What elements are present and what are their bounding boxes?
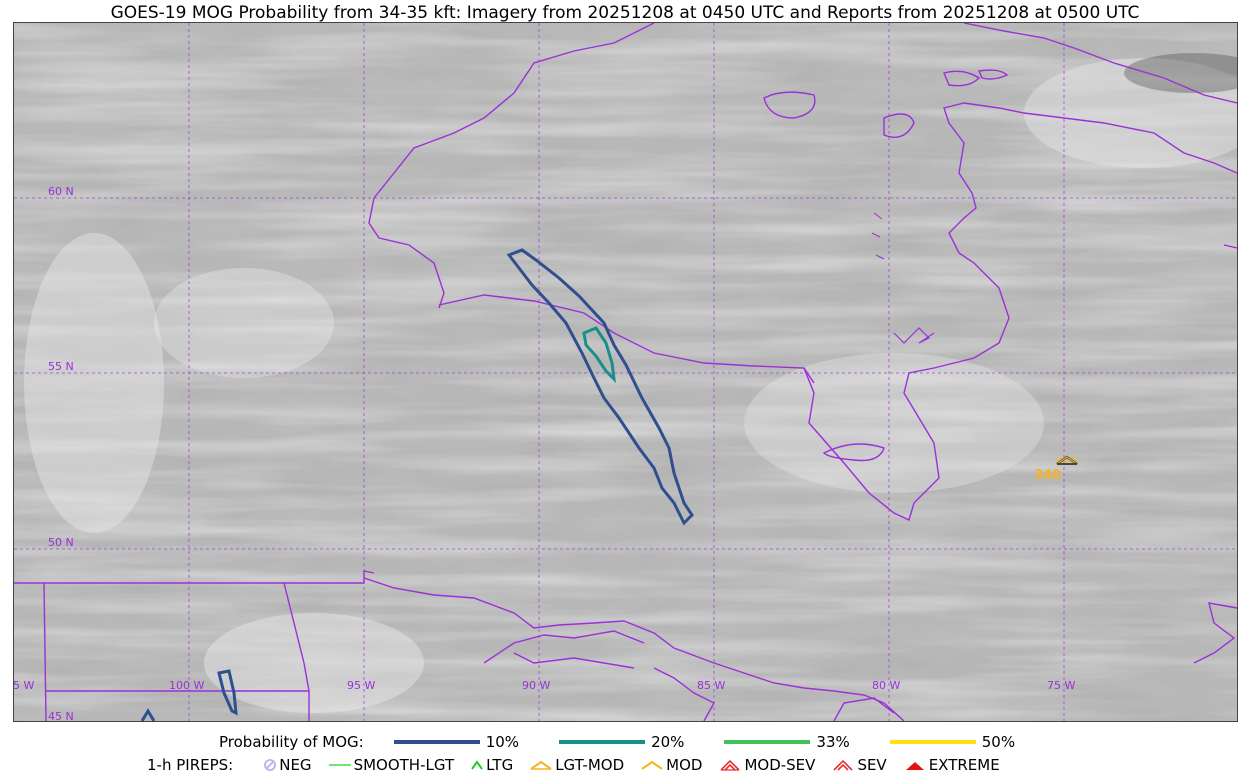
- map-title: GOES-19 MOG Probability from 34-35 kft: …: [110, 3, 1140, 23]
- pirep-report-marker[interactable]: 340: [1034, 455, 1078, 483]
- pirep-label-smooth-lgt: SMOOTH-LGT: [353, 756, 455, 774]
- contour-10-percent-sw: [217, 669, 238, 716]
- lon-label-85: 85 W: [697, 679, 725, 692]
- lat-label-60: 60 N: [48, 185, 74, 198]
- lon-label-100: 100 W: [169, 679, 204, 692]
- lon-label-105: 105 W: [14, 679, 34, 692]
- pirep-legend-ltg: LTG: [470, 756, 513, 774]
- contour-10-percent-main: [506, 248, 694, 526]
- pirep-label-ltg: LTG: [486, 756, 514, 774]
- mog-legend: Probability of MOG: 10% 20% 33% 50%: [219, 731, 1055, 753]
- mod-caret-icon: [641, 760, 663, 770]
- mod-sev-icon: [720, 759, 741, 771]
- lat-label-50: 50 N: [48, 536, 74, 549]
- legend-swatch-50: [889, 740, 976, 744]
- satellite-imagery: [14, 23, 1237, 721]
- lat-lon-grid: [14, 23, 1237, 721]
- mog-legend-title: Probability of MOG:: [219, 733, 364, 751]
- pirep-legend-mod-sev: MOD-SEV: [718, 756, 815, 774]
- latitude-labels: 60 N 55 N 50 N 45 N: [48, 185, 74, 721]
- coastlines: [14, 23, 1237, 721]
- legend-label-10: 10%: [485, 733, 520, 751]
- ltg-caret-icon: [471, 760, 483, 770]
- pirep-label-mod: MOD: [666, 756, 703, 774]
- legend-swatch-10: [393, 740, 480, 744]
- pireps-legend-title: 1-h PIREPS:: [147, 756, 234, 774]
- pirep-label-neg: NEG: [279, 756, 312, 774]
- pirep-label-lgt-mod: LGT-MOD: [555, 756, 625, 774]
- pireps-legend: 1-h PIREPS: NEG SMOOTH-LGT LTG LGT-MOD M…: [147, 754, 1016, 776]
- lon-label-95: 95 W: [347, 679, 375, 692]
- legend-swatch-20: [559, 740, 646, 744]
- mog-probability-contours: [140, 248, 694, 721]
- sev-icon: [833, 759, 854, 771]
- lon-label-75: 75 W: [1047, 679, 1075, 692]
- longitude-labels: 105 W 100 W 95 W 90 W 85 W 80 W 75 W: [14, 679, 1075, 692]
- lat-label-55: 55 N: [48, 360, 74, 373]
- legend-swatch-33: [724, 740, 811, 744]
- legend-label-50: 50%: [981, 733, 1016, 751]
- pirep-legend-extreme: EXTREME: [903, 756, 1000, 774]
- lon-label-90: 90 W: [522, 679, 550, 692]
- pirep-legend-smooth-lgt: SMOOTH-LGT: [328, 756, 455, 774]
- lat-label-45: 45 N: [48, 710, 74, 721]
- contour-20-percent: [582, 326, 617, 384]
- pirep-legend-neg: NEG: [263, 756, 312, 774]
- extreme-icon: [905, 762, 924, 770]
- smooth-lgt-line-icon: [328, 764, 351, 766]
- pirep-legend-sev: SEV: [831, 756, 887, 774]
- legend-label-33: 33%: [816, 733, 850, 751]
- report-altitude-label: 340: [1034, 468, 1061, 483]
- pirep-label-mod-sev: MOD-SEV: [744, 756, 816, 774]
- legend-label-20: 20%: [651, 733, 685, 751]
- lon-label-80: 80 W: [872, 679, 900, 692]
- neg-icon: [264, 759, 277, 771]
- pirep-legend-lgt-mod: LGT-MOD: [529, 756, 624, 774]
- pirep-label-extreme: EXTREME: [928, 756, 1000, 774]
- pirep-label-sev: SEV: [857, 756, 887, 774]
- satellite-map[interactable]: 340 60 N 55 N 50 N 45 N 105 W 100 W 95 W…: [13, 22, 1238, 722]
- lgt-mod-icon: [530, 760, 552, 770]
- contour-10-percent-sw2: [140, 708, 156, 721]
- pirep-legend-mod: MOD: [640, 756, 702, 774]
